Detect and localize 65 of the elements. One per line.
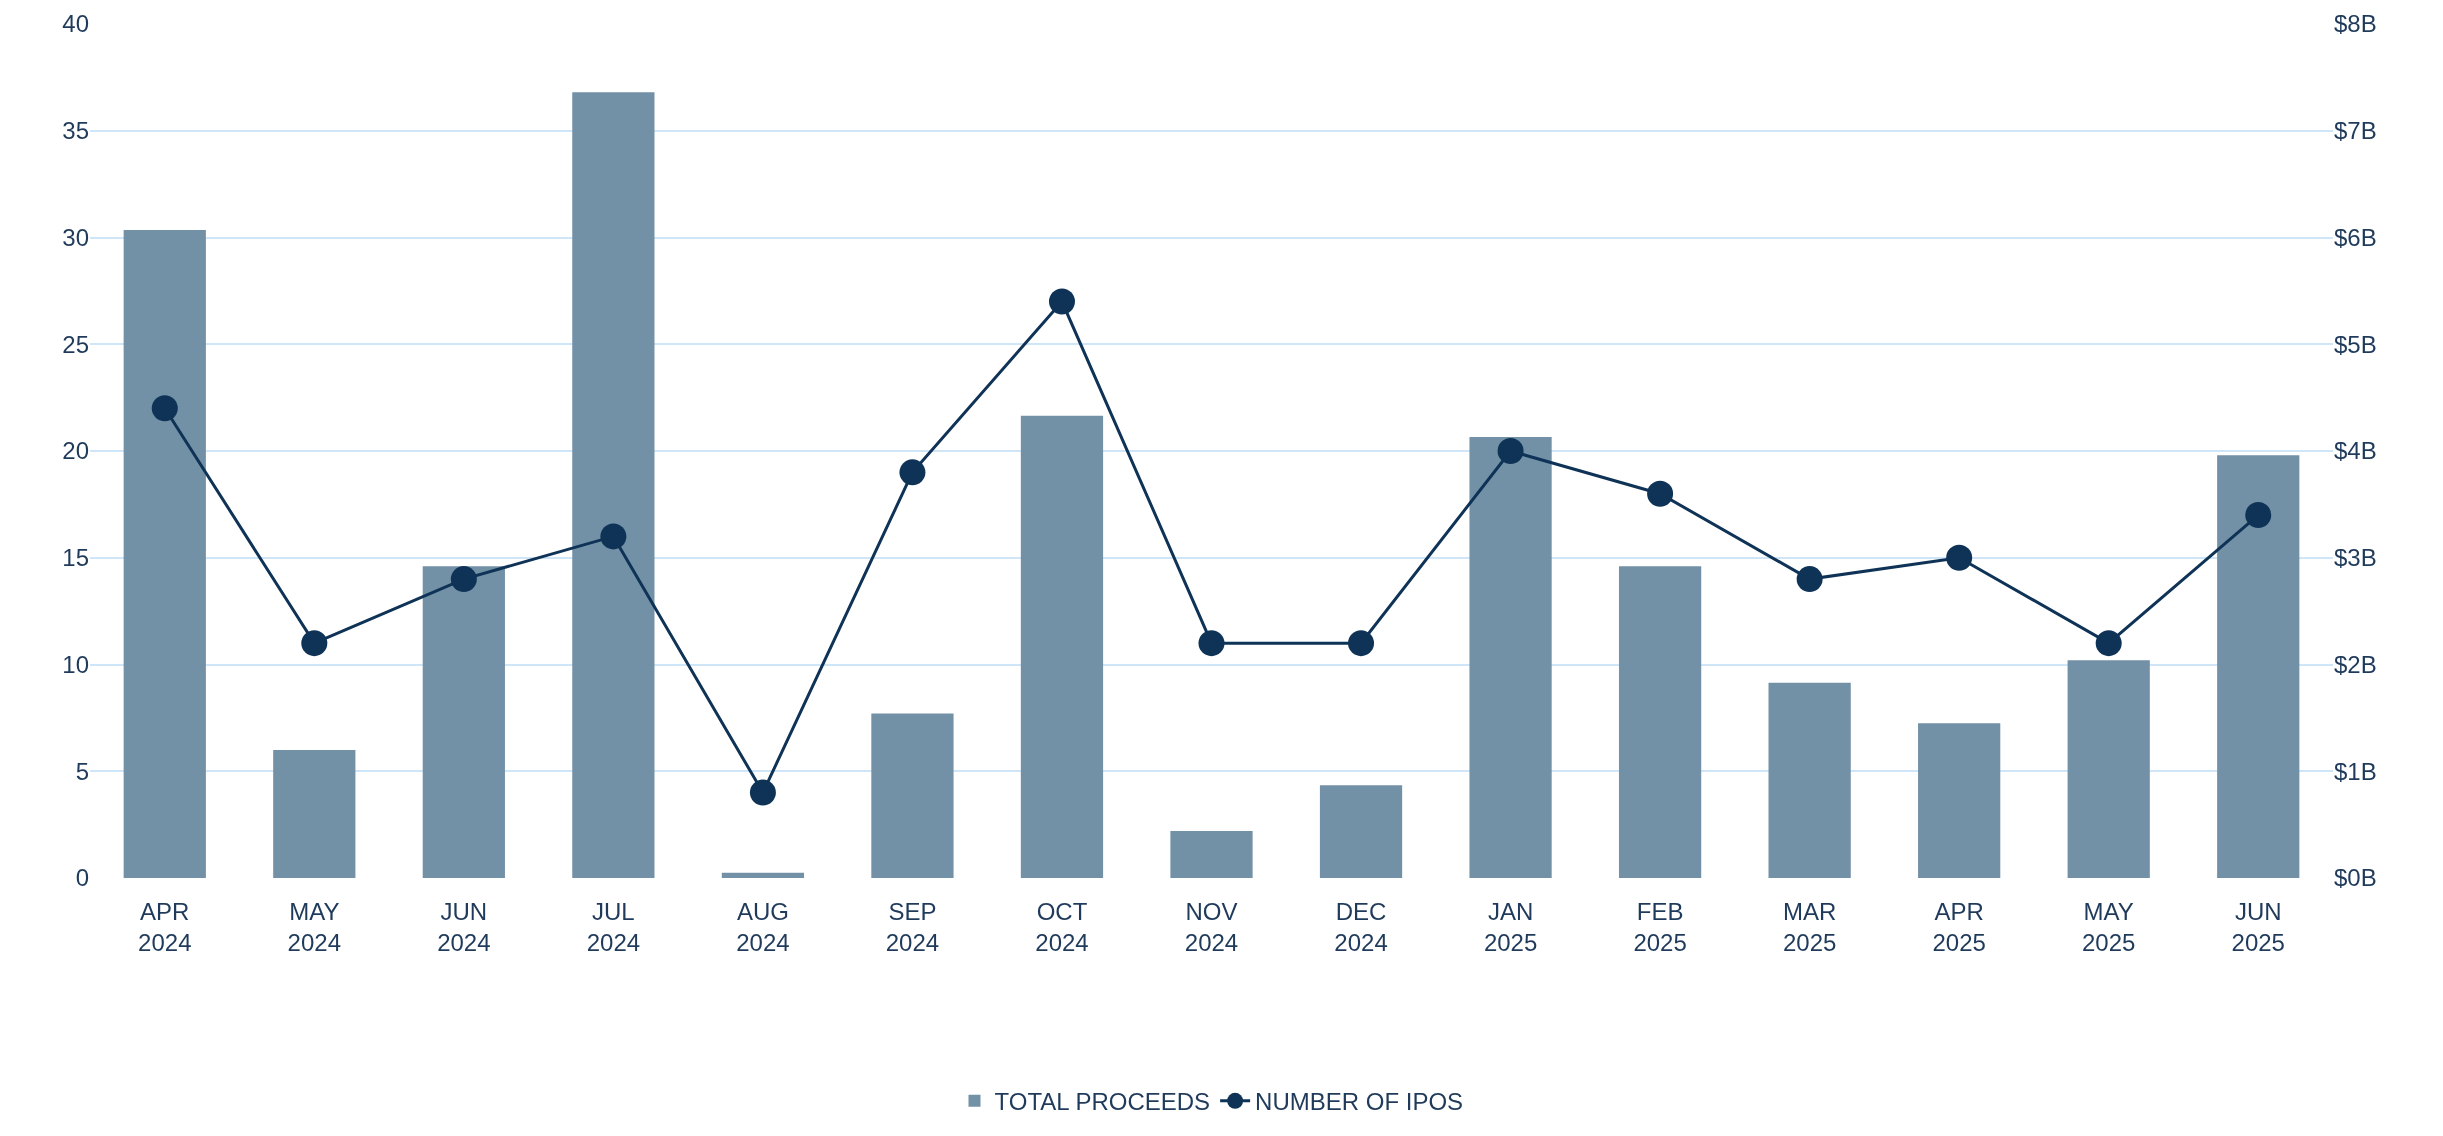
legend-label: NUMBER OF IPOS (1255, 1088, 1464, 1116)
point (1647, 480, 1674, 507)
y-tick-label: 25 (62, 330, 89, 358)
x-tick-label: AUG 2024 (736, 897, 790, 956)
y-tick-label: 20 (62, 437, 89, 465)
bar (1020, 415, 1104, 878)
bar (1319, 785, 1403, 878)
x-tick-label: MAY 2024 (287, 897, 341, 956)
bar (1618, 566, 1702, 878)
bar (1170, 831, 1253, 878)
point (151, 395, 178, 422)
bar (871, 713, 954, 878)
x-tick-label: JAN 2025 (1483, 897, 1538, 956)
y-tick-label: 5 (75, 757, 89, 785)
x-tick-label: APR 2025 (1932, 897, 1986, 956)
x-tick-label: MAR 2025 (1782, 897, 1837, 956)
bar (422, 566, 505, 878)
x-tick-label: JUN 2024 (437, 897, 491, 956)
y-tick-label: 30 (62, 223, 89, 251)
y-tick-label: 10 (62, 650, 89, 678)
y2-tick-label: $5B (2334, 330, 2377, 358)
y-tick-label: 15 (62, 544, 89, 572)
point (1946, 544, 1973, 571)
point (2245, 502, 2272, 529)
x-tick-label: OCT 2024 (1035, 897, 1089, 956)
y2-tick-label: $8B (2334, 10, 2377, 38)
x-tick-label: MAY 2025 (2082, 897, 2136, 956)
bar (1768, 682, 1851, 878)
y2-tick-label: $3B (2334, 544, 2377, 572)
point (2095, 630, 2122, 657)
point (749, 779, 776, 806)
point (600, 523, 627, 550)
x-tick-label: FEB 2025 (1633, 897, 1687, 956)
y2-tick-label: $1B (2334, 757, 2377, 785)
point (1796, 566, 1823, 593)
point (1348, 630, 1375, 657)
x-tick-label: APR 2024 (138, 897, 192, 956)
bar (1918, 723, 2001, 878)
x-tick-label: JUN 2025 (2231, 897, 2285, 956)
bar (721, 872, 805, 878)
bar (1469, 437, 1552, 878)
x-tick-label: SEP 2024 (885, 897, 940, 956)
y2-tick-label: $2B (2334, 650, 2377, 678)
x-tick-label: NOV 2024 (1184, 897, 1239, 956)
point (450, 566, 477, 593)
point (301, 630, 328, 657)
bar (123, 230, 206, 878)
y2-tick-label: $0B (2334, 864, 2377, 892)
y2-tick-label: $6B (2334, 223, 2377, 251)
x-tick-label: JUL 2024 (586, 897, 641, 956)
bar (273, 749, 356, 878)
bar (2067, 660, 2150, 878)
y2-tick-label: $4B (2334, 437, 2377, 465)
y-tick-label: 35 (62, 117, 89, 145)
point (899, 459, 926, 486)
point (1198, 630, 1225, 657)
y-tick-label: 0 (75, 864, 89, 892)
bar (572, 92, 655, 878)
y2-tick-label: $7B (2334, 117, 2377, 145)
point (1048, 288, 1075, 315)
bar (2217, 455, 2300, 878)
x-tick-label: DEC 2024 (1334, 897, 1388, 956)
point (1497, 438, 1524, 464)
y-tick-label: 40 (62, 10, 89, 38)
legend-label: TOTAL PROCEEDS (994, 1088, 1211, 1116)
